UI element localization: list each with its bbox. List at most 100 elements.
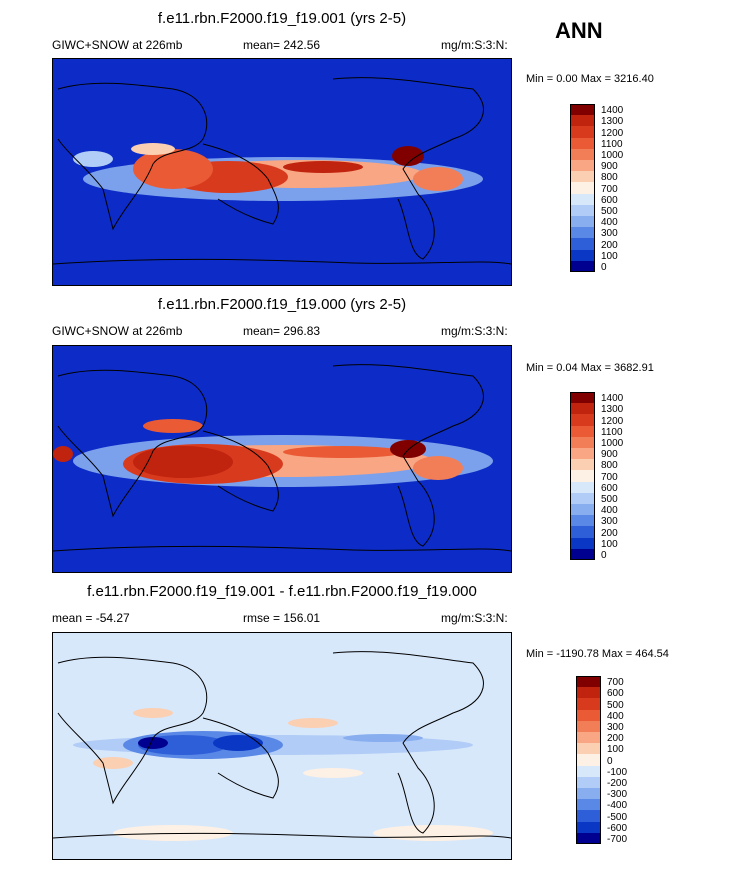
panel-2-colorbar: 1400 1300 1200 1100 1000 900 800 700 600 500 400 30… xyxy=(570,392,640,562)
colorbar-cell xyxy=(570,216,595,228)
colorbar-label: 1100 xyxy=(601,138,623,150)
colorbar-cell xyxy=(570,470,595,483)
colorbar-label: 600 xyxy=(601,482,618,494)
panel-1-map-graphic xyxy=(53,59,511,285)
colorbar-label: 500 xyxy=(601,494,618,505)
colorbar-cell xyxy=(570,260,595,273)
colorbar-label: -700 xyxy=(607,834,628,845)
colorbar-cell xyxy=(576,821,601,834)
colorbar-label: 1300 xyxy=(601,116,624,128)
colorbar-cell xyxy=(570,537,595,550)
panel-2-mean: mean= 296.83 xyxy=(243,324,321,338)
panel-1-map xyxy=(52,58,512,286)
colorbar-label: 200 xyxy=(607,733,624,745)
colorbar-label: 400 xyxy=(607,710,624,722)
colorbar-cell xyxy=(570,193,595,206)
colorbar-label: -400 xyxy=(607,800,628,812)
colorbar-cell xyxy=(576,799,601,811)
colorbar-cell xyxy=(576,720,601,733)
colorbar-label: 1200 xyxy=(601,127,624,139)
colorbar-cell xyxy=(570,171,595,183)
panel-2-contours xyxy=(53,419,493,487)
panel-3-map xyxy=(52,632,512,860)
colorbar-cell xyxy=(570,182,595,195)
colorbar-cell xyxy=(570,414,595,427)
colorbar-label: -300 xyxy=(607,789,628,801)
colorbar-cell xyxy=(576,776,601,789)
colorbar-cell xyxy=(576,832,601,845)
colorbar-label: 700 xyxy=(601,183,618,195)
colorbar-label: 200 xyxy=(601,527,618,539)
colorbar-label: 0 xyxy=(601,262,607,273)
colorbar-label: 300 xyxy=(601,516,618,528)
colorbar-cell xyxy=(576,676,601,688)
colorbar-cell xyxy=(570,204,595,217)
colorbar-cell xyxy=(576,709,601,722)
panel-3-coastlines xyxy=(53,651,511,839)
colorbar-label: -500 xyxy=(607,811,628,823)
colorbar-cell xyxy=(576,743,601,755)
panel-2-units: mg/m:S:3:N: xyxy=(441,324,508,338)
colorbar-cell xyxy=(570,126,595,139)
colorbar-label: 100 xyxy=(601,538,618,550)
panel-1-units: mg/m:S:3:N: xyxy=(441,38,508,52)
colorbar-label: 1000 xyxy=(601,438,624,449)
panel-3-rmse: rmse = 156.01 xyxy=(243,611,321,625)
colorbar-label: 400 xyxy=(601,217,618,229)
colorbar-label: 800 xyxy=(601,172,618,184)
colorbar-cell xyxy=(576,687,601,699)
colorbar-label: -200 xyxy=(607,778,628,789)
colorbar-cell xyxy=(576,698,601,711)
colorbar-label: 700 xyxy=(601,471,618,483)
colorbar-label: 0 xyxy=(607,755,613,767)
colorbar-label: 600 xyxy=(607,688,624,700)
colorbar-cell xyxy=(570,148,595,161)
colorbar-label: 300 xyxy=(601,228,618,240)
colorbar-label: 1300 xyxy=(601,404,624,416)
colorbar-cell xyxy=(570,459,595,471)
panel-1-coastlines xyxy=(53,77,511,265)
panel-3-title: f.e11.rbn.F2000.f19_f19.001 - f.e11.rbn.… xyxy=(87,583,477,600)
panel-3-units: mg/m:S:3:N: xyxy=(441,611,508,625)
colorbar-cell xyxy=(570,448,595,460)
colorbar-cell xyxy=(570,160,595,172)
colorbar-label: 1400 xyxy=(601,393,624,405)
colorbar-cell xyxy=(570,425,595,438)
panel-1-mean: mean= 242.56 xyxy=(243,38,321,52)
colorbar-label: 400 xyxy=(601,505,618,517)
colorbar-label: 1000 xyxy=(601,150,624,161)
colorbar-cell xyxy=(570,548,595,561)
panel-2-coastlines xyxy=(53,364,511,552)
colorbar-label: 700 xyxy=(607,677,624,689)
colorbar-label: 900 xyxy=(601,449,618,461)
colorbar-label: -600 xyxy=(607,822,628,834)
colorbar-cell xyxy=(570,504,595,516)
colorbar-cell xyxy=(576,765,601,778)
colorbar-cell xyxy=(570,526,595,539)
colorbar-label: 600 xyxy=(601,194,618,206)
colorbar-label: 800 xyxy=(601,460,618,472)
colorbar-label: 200 xyxy=(601,239,618,251)
panel-1-field: GIWC+SNOW at 226mb xyxy=(52,38,183,52)
colorbar-cell xyxy=(570,403,595,415)
colorbar-cell xyxy=(570,249,595,262)
colorbar-label: 900 xyxy=(601,161,618,173)
panel-2-field: GIWC+SNOW at 226mb xyxy=(52,324,183,338)
colorbar-label: 300 xyxy=(607,722,624,733)
panel-1-minmax: Min = 0.00 Max = 3216.40 xyxy=(526,73,654,85)
season-label: ANN xyxy=(555,18,603,43)
panel-3-mean: mean = -54.27 xyxy=(52,611,130,625)
panel-3-minmax: Min = -1190.78 Max = 464.54 xyxy=(526,648,669,660)
panel-2-title: f.e11.rbn.F2000.f19_f19.000 (yrs 2-5) xyxy=(157,296,407,313)
colorbar-cell xyxy=(570,137,595,150)
colorbar-label: 100 xyxy=(601,250,618,262)
colorbar-label: 1100 xyxy=(601,426,623,438)
colorbar-cell xyxy=(570,227,595,239)
panel-1-title: f.e11.rbn.F2000.f19_f19.001 (yrs 2-5) xyxy=(157,10,407,27)
colorbar-cell xyxy=(570,104,595,116)
colorbar-label: 500 xyxy=(607,699,624,711)
panel-2-minmax: Min = 0.04 Max = 3682.91 xyxy=(526,362,654,374)
colorbar-label: 500 xyxy=(601,206,618,217)
colorbar-cell xyxy=(576,788,601,800)
colorbar-label: 1400 xyxy=(601,105,624,117)
